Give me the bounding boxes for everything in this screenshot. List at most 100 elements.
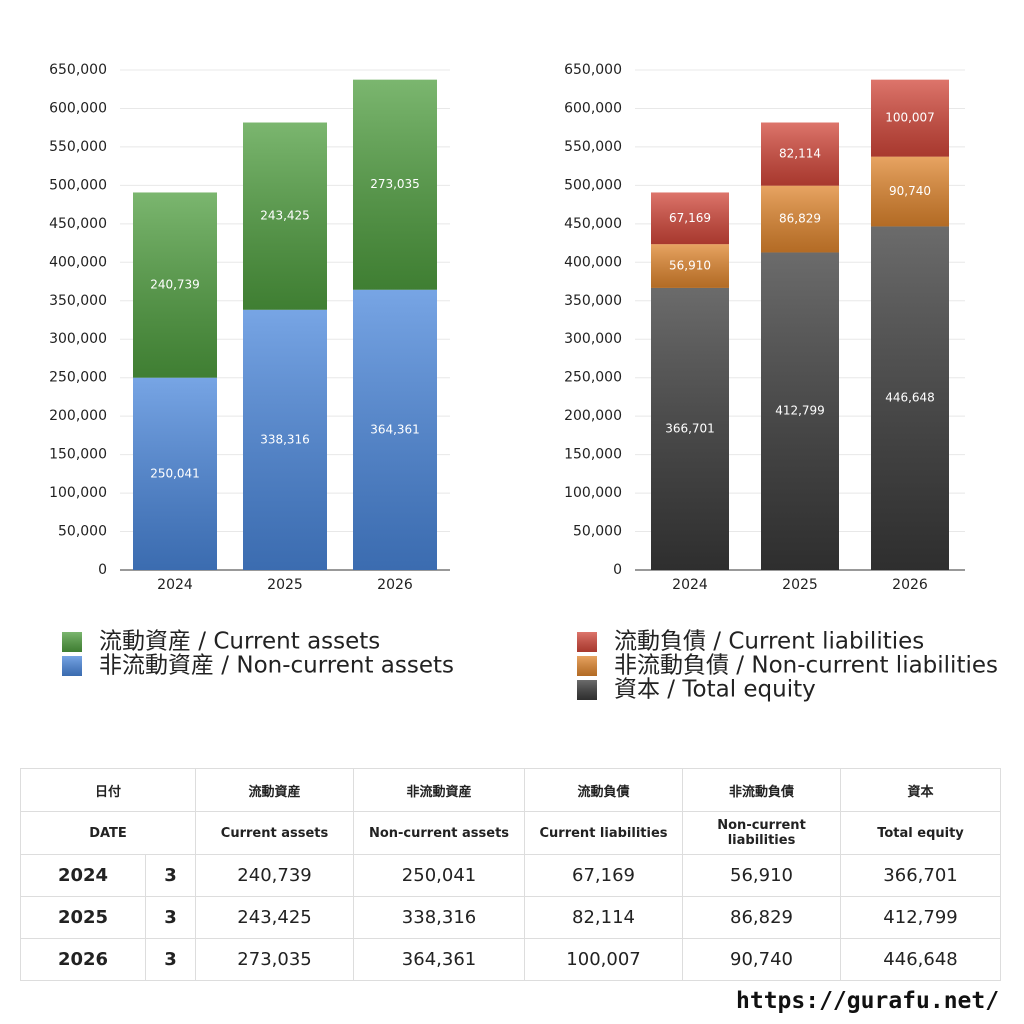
value-label: 412,799 [775,404,825,418]
y-tick-label: 100,000 [49,485,107,501]
table-cell: 67,169 [524,854,684,897]
value-label: 273,035 [370,177,420,191]
y-tick-label: 300,000 [49,331,107,347]
bar-shade [133,192,217,378]
value-label: 338,316 [260,432,310,446]
data-row: 2025 3 243,425 338,316 82,114 86,829 412,799 [20,896,1002,939]
value-label: 250,041 [150,466,200,480]
y-tick-label: 200,000 [564,408,622,424]
y-tick-label: 250,000 [564,370,622,386]
y-tick-label: 450,000 [49,216,107,232]
value-label: 100,007 [885,111,935,125]
header-cell: DATE [19,811,197,855]
table-cell: 2024 [20,854,146,897]
y-tick-label: 550,000 [564,139,622,155]
header-row: 日付 流動資産 非流動資産 流動負債 非流動負債 資本 [19,768,1002,812]
y-tick-label: 50,000 [573,524,622,540]
table-cell: 2026 [20,938,146,981]
y-tick-label: 650,000 [564,62,622,78]
bar-shade [871,156,949,227]
header-cell: 資本 [840,768,1002,812]
y-tick-label: 400,000 [49,254,107,270]
value-label: 82,114 [779,147,821,161]
y-tick-label: 100,000 [564,485,622,501]
bar-shade [651,192,729,245]
y-tick-label: 200,000 [49,408,107,424]
bar-shade [133,377,217,570]
legend-shade [62,656,82,676]
value-label: 366,701 [665,421,715,435]
value-label: 364,361 [370,422,420,436]
table-cell: 3 [144,854,197,897]
legend-shade [577,680,597,700]
table-cell: 240,739 [195,854,355,897]
table-cell: 56,910 [682,854,842,897]
header-cell: Current assets [195,811,355,855]
data-row: 2024 3 240,739 250,041 67,169 56,910 366,701 [20,854,1002,897]
data-row: 2026 3 273,035 364,361 100,007 90,740 446,648 [20,938,1002,981]
y-tick-label: 550,000 [49,139,107,155]
y-tick-label: 150,000 [49,447,107,463]
x-tick-label: 2024 [157,577,193,593]
header-cell: Non-current liabilities [682,811,842,855]
y-tick-label: 0 [98,562,107,578]
bar-shade [761,252,839,570]
header-cell: 日付 [19,768,197,812]
x-tick-label: 2024 [672,577,708,593]
bar-shade [761,122,839,186]
data-table: 日付 流動資産 非流動資産 流動負債 非流動負債 資本 DATE Current assets… [19,768,1002,981]
table-cell: 2025 [20,896,146,939]
footer-url: https://gurafu.net/ [736,988,1000,1014]
y-tick-label: 450,000 [564,216,622,232]
x-tick-label: 2026 [892,577,928,593]
bar-shade [871,226,949,570]
y-tick-label: 600,000 [49,100,107,116]
x-tick-label: 2026 [377,577,413,593]
table-cell: 366,701 [840,854,1002,897]
bar-shade [243,122,327,310]
value-label: 67,169 [669,211,711,225]
table-cell: 3 [144,938,197,981]
y-tick-label: 500,000 [49,177,107,193]
y-tick-label: 0 [613,562,622,578]
value-label: 56,910 [669,259,711,273]
y-tick-label: 50,000 [58,524,107,540]
legend-label: 流動負債 / Current liabilities [614,629,924,655]
table-cell: 446,648 [840,938,1002,981]
table-cell: 82,114 [524,896,684,939]
value-label: 86,829 [779,212,821,226]
value-label: 90,740 [889,184,931,198]
header-cell: 非流動負債 [682,768,842,812]
y-tick-label: 350,000 [564,293,622,309]
table-cell: 100,007 [524,938,684,981]
legend-label: 資本 / Total equity [614,677,816,703]
y-tick-label: 150,000 [564,447,622,463]
bar-shade [651,244,729,288]
table-cell: 250,041 [353,854,526,897]
legend-label: 流動資産 / Current assets [99,629,380,655]
table-cell: 243,425 [195,896,355,939]
table-cell: 364,361 [353,938,526,981]
table-cell: 273,035 [195,938,355,981]
legend-label: 非流動資産 / Non-current assets [99,653,454,679]
header-cell: 流動負債 [524,768,684,812]
legend-shade [577,656,597,676]
table-cell: 90,740 [682,938,842,981]
header-cell: Non-current assets [353,811,526,855]
legend-label: 非流動負債 / Non-current liabilities [614,653,998,679]
header-row: DATE Current assets Non-current assets Curr… [19,811,1002,855]
header-cell: 流動資産 [195,768,355,812]
table-cell: 412,799 [840,896,1002,939]
table-cell: 3 [144,896,197,939]
value-label: 446,648 [885,391,935,405]
bar-shade [871,79,949,157]
y-tick-label: 650,000 [49,62,107,78]
bar-shade [651,287,729,570]
header-cell: Current liabilities [524,811,684,855]
y-tick-label: 300,000 [564,331,622,347]
header-cell: Total equity [840,811,1002,855]
legend-shade [62,632,82,652]
x-tick-label: 2025 [267,577,303,593]
charts: 0 50,000 100,000 150,000 200,000 250,000 300,0… [49,62,998,703]
